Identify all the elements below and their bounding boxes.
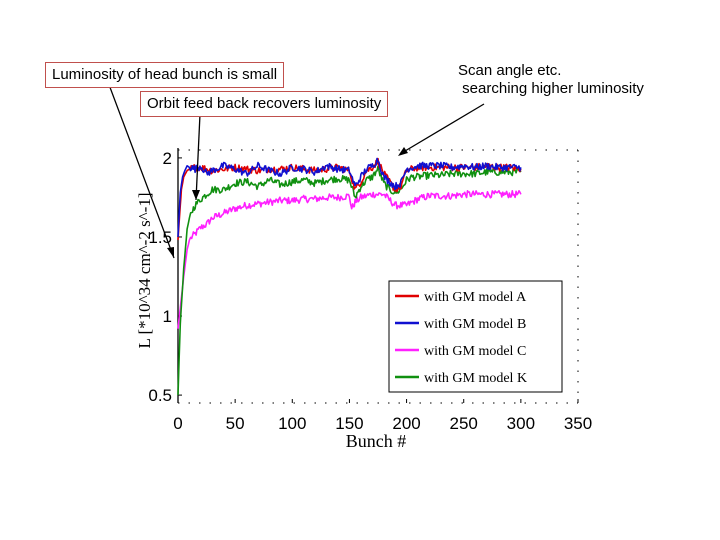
head-bunch-arrowhead bbox=[167, 247, 174, 258]
axes-layer: 0 50 100 150 200 250 300 350 0.5 1 1.5 2 Bunch # L [*… bbox=[135, 148, 592, 451]
scan-angle-callout: Scan angle etc. searching higher luminos… bbox=[458, 62, 644, 98]
x-tick-label: 50 bbox=[226, 414, 245, 433]
annotation-arrows bbox=[107, 81, 485, 259]
legend-label-with-gm-model-k: with GM model K bbox=[424, 371, 527, 386]
legend-layer: with GM model A with GM model B with GM mo… bbox=[388, 280, 563, 393]
head-bunch-arrow-line bbox=[107, 81, 175, 259]
legend-label-with-gm-model-a: with GM model A bbox=[424, 290, 527, 305]
legend-label-with-gm-model-c: with GM model C bbox=[424, 344, 526, 359]
y-axis-label: L [*10^34 cm^-2 s^-1] bbox=[135, 193, 154, 349]
scan-callout-line-1: Scan angle etc. bbox=[458, 62, 562, 79]
series-layer bbox=[177, 157, 522, 396]
x-axis-label: Bunch # bbox=[346, 431, 407, 451]
y-tick-label: 0.5 bbox=[148, 386, 172, 405]
scan-arrowhead bbox=[398, 147, 408, 156]
legend-label-with-gm-model-b: with GM model B bbox=[424, 317, 526, 332]
x-tick-label: 0 bbox=[173, 414, 182, 433]
series-line-with-gm-model-c bbox=[177, 190, 522, 329]
orbit-feedback-arrow-line bbox=[195, 113, 201, 201]
y-tick-label: 2 bbox=[163, 149, 172, 168]
x-tick-label: 100 bbox=[278, 414, 306, 433]
head-bunch-callout: Luminosity of head bunch is small bbox=[45, 62, 285, 88]
scan-callout-line-2: searching higher luminosity bbox=[458, 80, 644, 97]
y-tick-label: 1.5 bbox=[148, 228, 172, 247]
series-line-with-gm-model-b bbox=[177, 157, 522, 238]
y-tick-label: 1 bbox=[163, 307, 172, 326]
scan-arrow-line bbox=[399, 103, 485, 155]
legend-box bbox=[388, 280, 563, 393]
series-line-with-gm-model-k bbox=[177, 165, 522, 396]
x-tick-label: 200 bbox=[392, 414, 420, 433]
orbit-feedback-callout: Orbit feed back recovers luminosity bbox=[140, 91, 389, 117]
x-tick-label: 250 bbox=[450, 414, 478, 433]
x-tick-label: 150 bbox=[335, 414, 363, 433]
orbit-feedback-arrowhead bbox=[192, 190, 200, 200]
x-tick-label: 350 bbox=[564, 414, 592, 433]
x-tick-label: 300 bbox=[507, 414, 535, 433]
